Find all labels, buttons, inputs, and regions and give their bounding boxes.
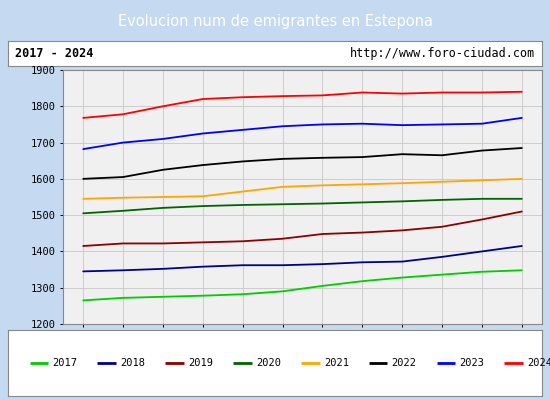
Text: 2021: 2021 [324,358,349,368]
Text: 2017 - 2024: 2017 - 2024 [15,47,93,60]
Text: http://www.foro-ciudad.com: http://www.foro-ciudad.com [350,47,535,60]
Text: 2018: 2018 [120,358,145,368]
Text: 2019: 2019 [188,358,213,368]
Text: 2022: 2022 [392,358,417,368]
Text: Evolucion num de emigrantes en Estepona: Evolucion num de emigrantes en Estepona [118,14,432,29]
Text: 2020: 2020 [256,358,281,368]
Text: 2024: 2024 [527,358,550,368]
Text: 2017: 2017 [53,358,78,368]
Text: 2023: 2023 [459,358,485,368]
